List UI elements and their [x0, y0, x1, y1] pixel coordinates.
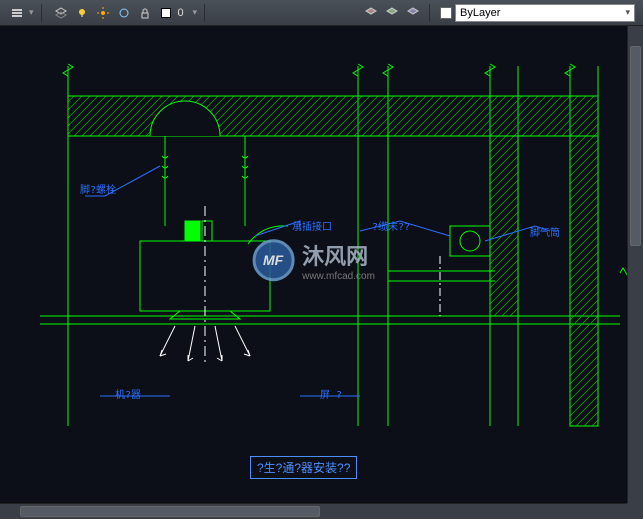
scrollbar-horizontal[interactable] — [0, 503, 627, 519]
label-l1: 脚?螺栓 — [80, 181, 116, 196]
scrollbar-thumb-v[interactable] — [630, 46, 641, 246]
layer-dropdown-btn[interactable] — [8, 4, 26, 22]
layer-select-label: ByLayer — [460, 7, 500, 19]
layer-tools-mid: 0 ▾ — [48, 4, 210, 22]
layer-states-icon[interactable] — [362, 4, 380, 22]
layer-color-swatch[interactable] — [440, 7, 452, 19]
layer-tools-left: ▾ — [4, 4, 46, 22]
chevron-down-icon: ▾ — [625, 7, 630, 18]
scrollbar-corner — [627, 503, 643, 519]
chevron-down-icon: ▾ — [29, 7, 34, 18]
layer-select[interactable]: ByLayer ▾ — [455, 4, 635, 22]
color-swatch[interactable] — [157, 4, 175, 22]
label-l3: ?缆末?? — [372, 218, 410, 233]
label-l4: 脚气筒 — [530, 224, 560, 239]
drawing-title: ?生?通?器安装?? — [250, 456, 357, 479]
scrollbar-vertical[interactable] — [627, 26, 643, 503]
drawing-canvas[interactable]: 脚?螺栓 承插接口 ?缆末?? 脚气筒 机?器 屏 ? ?生?通?器安装?? M… — [0, 26, 627, 503]
sun-icon[interactable] — [94, 4, 112, 22]
chevron-down-icon: ▾ — [193, 7, 198, 18]
toolbar: ▾ 0 ▾ — [0, 0, 643, 26]
bulb-icon[interactable] — [73, 4, 91, 22]
layer-select-group: ByLayer ▾ — [436, 4, 639, 22]
layer-walk-icon[interactable] — [404, 4, 422, 22]
lock-icon[interactable] — [136, 4, 154, 22]
label-l2: 承插接口 — [292, 218, 332, 233]
layer-manage-btn[interactable] — [52, 4, 70, 22]
label-l5: 机?器 — [115, 386, 141, 401]
scrollbar-thumb-h[interactable] — [20, 506, 320, 517]
spinner-value: 0 — [178, 7, 190, 19]
cad-drawing — [0, 26, 627, 503]
layer-filter-icon[interactable] — [383, 4, 401, 22]
freeze-icon[interactable] — [115, 4, 133, 22]
layer-tools-right — [358, 4, 434, 22]
label-l6: 屏 ? — [320, 386, 342, 401]
